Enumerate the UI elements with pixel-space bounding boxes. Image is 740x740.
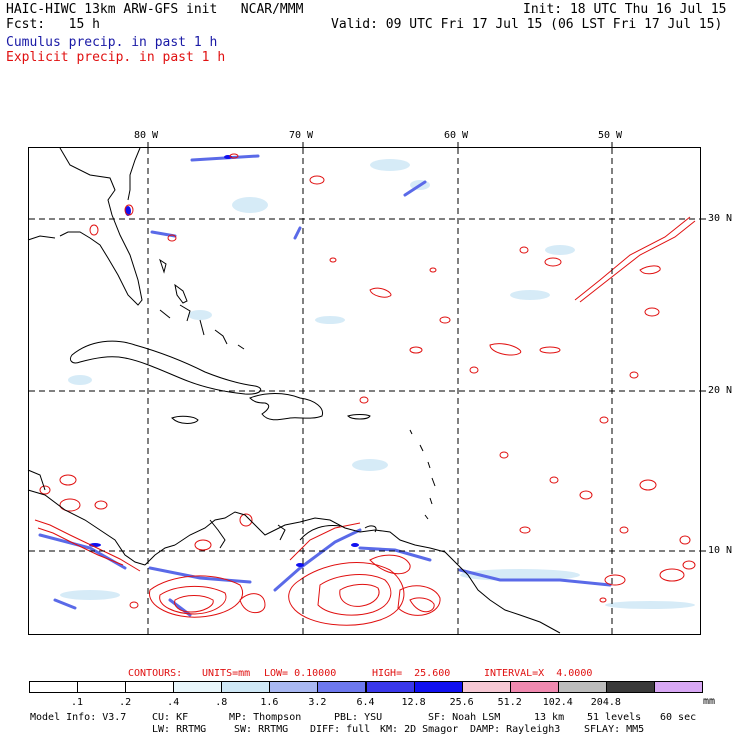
lat-label-30n: 30 N xyxy=(708,213,733,224)
footer-mp: MP: Thompson xyxy=(229,712,302,723)
colorbar-cell xyxy=(605,681,655,693)
contours-interval: INTERVAL=X 4.0000 xyxy=(484,668,593,679)
lon-label-80w: 80 W xyxy=(134,130,159,141)
legend-explicit: Explicit precip. in past 1 h xyxy=(6,50,226,65)
colorbar-cell xyxy=(29,681,79,693)
colorbar-label: 204.8 xyxy=(590,697,621,708)
colorbar-label: 6.4 xyxy=(356,697,375,708)
colorbar-label: .4 xyxy=(167,697,180,708)
footer-model-info: Model Info: V3.7 xyxy=(30,712,127,723)
footer-lw: LW: RRTMG xyxy=(152,724,207,735)
footer-km: KM: 2D Smagor xyxy=(380,724,459,735)
colorbar-cell xyxy=(365,681,415,693)
graticule xyxy=(29,148,700,634)
lon-label-60w: 60 W xyxy=(444,130,469,141)
colorbar-label: 102.4 xyxy=(542,697,573,708)
colorbar-label: 3.2 xyxy=(308,697,327,708)
colorbar-cell xyxy=(221,681,271,693)
cumulus-blue-bands xyxy=(38,154,612,617)
footer-sf: SF: Noah LSM xyxy=(428,712,501,723)
footer-timestep: 60 sec xyxy=(660,712,697,723)
colorbar-cell xyxy=(653,681,703,693)
contours-high: HIGH= 25.600 xyxy=(372,668,451,679)
colorbar-cell xyxy=(461,681,511,693)
colorbar-cell xyxy=(413,681,463,693)
footer-cu: CU: KF xyxy=(152,712,189,723)
contours-units: UNITS=mm xyxy=(202,668,251,679)
colorbar-cell xyxy=(317,681,367,693)
footer-sw: SW: RRTMG xyxy=(234,724,289,735)
lat-label-20n: 20 N xyxy=(708,385,733,396)
colorbar-label: 12.8 xyxy=(401,697,426,708)
colorbar-label: .8 xyxy=(215,697,228,708)
lon-label-70w: 70 W xyxy=(289,130,314,141)
footer-resolution: 13 km xyxy=(534,712,565,723)
lat-label-10n: 10 N xyxy=(708,545,733,556)
colorbar-cell xyxy=(125,681,175,693)
colorbar-cell xyxy=(557,681,607,693)
colorbar-label: .2 xyxy=(119,697,132,708)
title-text: HAIC-HIWC 13km ARW-GFS init NCAR/MMM xyxy=(6,2,304,17)
cumulus-light-areas xyxy=(60,159,695,609)
legend-cumulus: Cumulus precip. in past 1 h xyxy=(6,35,218,50)
explicit-contours xyxy=(34,153,696,626)
footer-sflay: SFLAY: MM5 xyxy=(584,724,645,735)
footer-damp: DAMP: Rayleigh3 xyxy=(470,724,561,735)
colorbar-label: 1.6 xyxy=(260,697,279,708)
forecast-hour: Fcst: 15 h xyxy=(6,17,100,32)
valid-time: Valid: 09 UTC Fri 17 Jul 15 (06 LST Fri … xyxy=(331,17,723,32)
colorbar-label: 51.2 xyxy=(497,697,522,708)
footer-levels: 51 levels xyxy=(587,712,642,723)
footer-diff: DIFF: full xyxy=(310,724,371,735)
lon-label-50w: 50 W xyxy=(598,130,623,141)
cumulus-heavy-cores xyxy=(89,155,359,567)
colorbar-cell xyxy=(509,681,559,693)
colorbar-label: .1 xyxy=(71,697,84,708)
colorbar-cell xyxy=(269,681,319,693)
colorbar-cell xyxy=(173,681,223,693)
coastlines xyxy=(27,147,561,634)
tick-marks xyxy=(147,142,706,552)
colorbar-cell xyxy=(77,681,127,693)
colorbar-unit: mm xyxy=(703,696,716,707)
contours-label: CONTOURS: xyxy=(128,668,183,679)
contours-low: LOW= 0.10000 xyxy=(264,668,337,679)
footer-pbl: PBL: YSU xyxy=(334,712,383,723)
init-time: Init: 18 UTC Thu 16 Jul 15 xyxy=(523,2,727,17)
colorbar-label: 25.6 xyxy=(449,697,474,708)
